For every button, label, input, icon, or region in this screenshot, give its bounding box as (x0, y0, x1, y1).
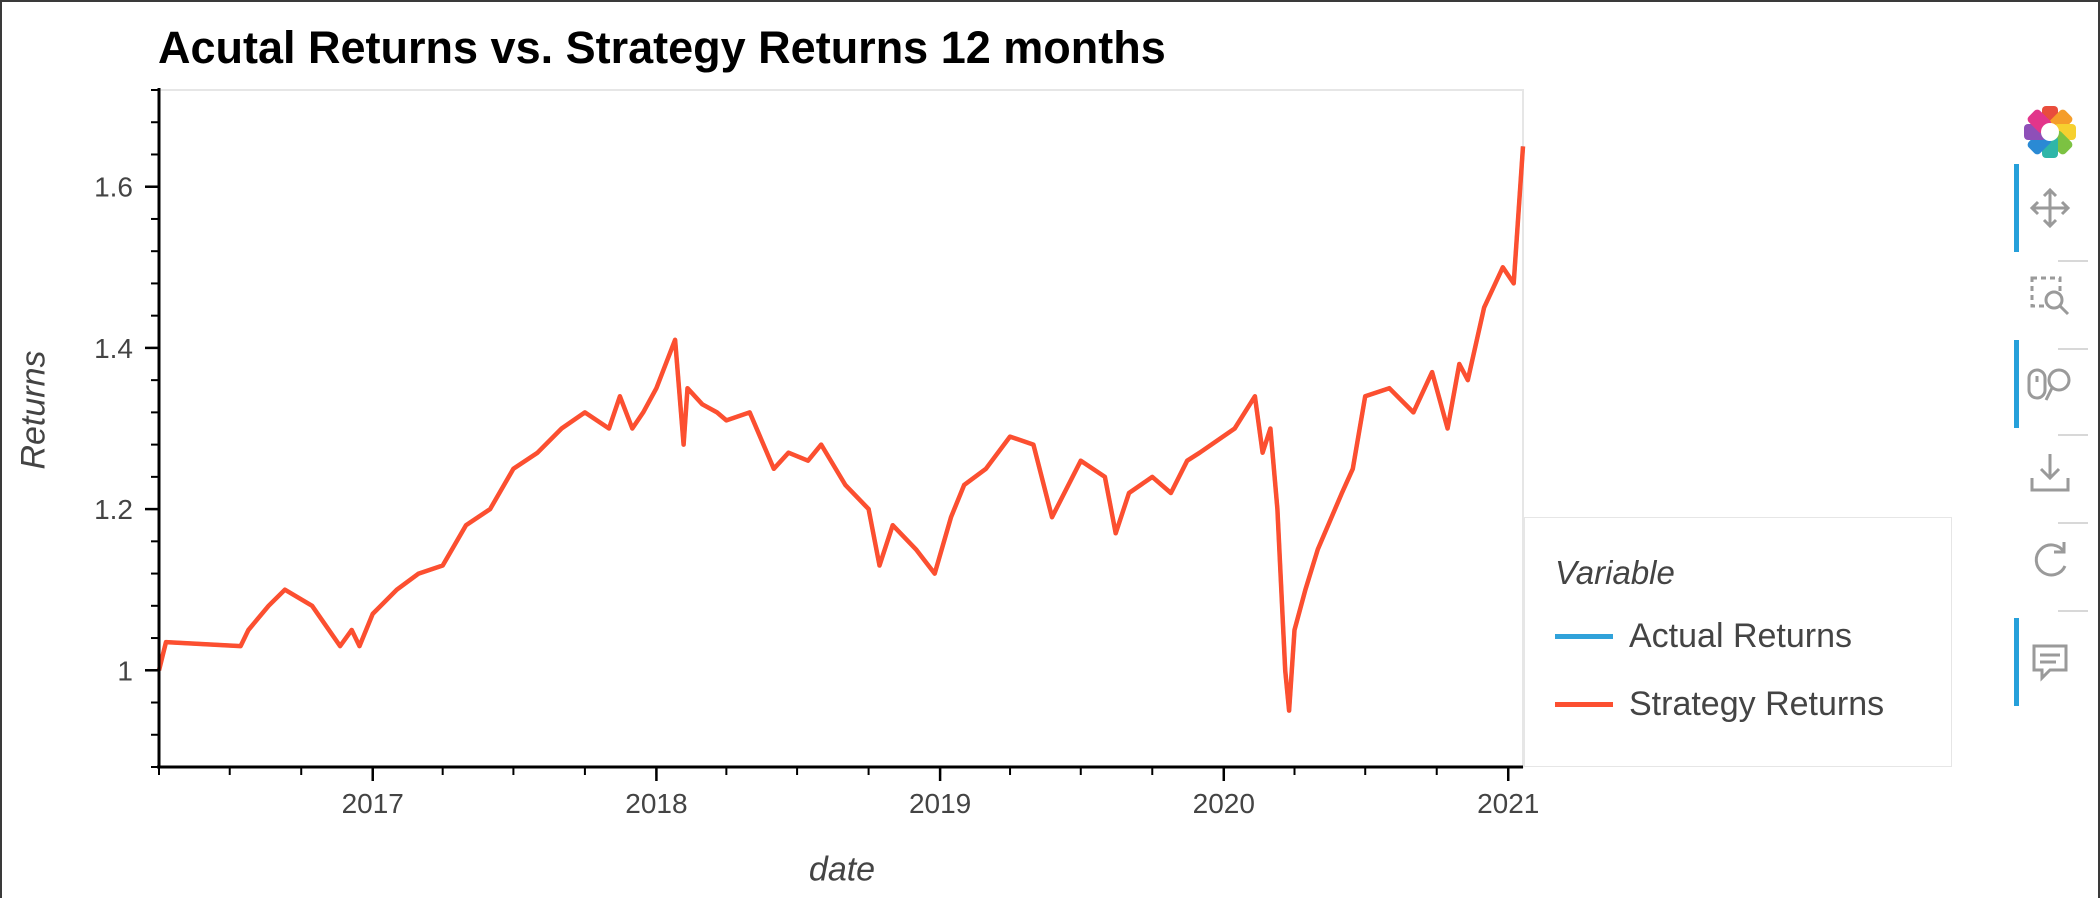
legend-item-actual-returns[interactable]: Actual Returns (1555, 616, 1852, 656)
pan-tool-button[interactable] (2010, 164, 2090, 252)
box-zoom-icon (2030, 276, 2070, 316)
plot-toolbar (2010, 88, 2090, 728)
plot-area-frame (158, 89, 1524, 768)
box-zoom-tool-button[interactable] (2010, 252, 2090, 340)
legend-swatch-actual-returns (1555, 633, 1613, 639)
legend-item-strategy-returns[interactable]: Strategy Returns (1555, 684, 1884, 724)
x-tick-label: 2020 (1193, 788, 1255, 819)
legend: Variable Actual Returns Strategy Returns (1524, 517, 1952, 767)
x-tick-label: 2018 (625, 788, 687, 819)
active-indicator (2014, 340, 2019, 428)
save-icon (2030, 454, 2070, 492)
legend-label: Strategy Returns (1629, 684, 1885, 723)
save-tool-button[interactable] (2010, 428, 2090, 516)
toolbar-divider (2058, 348, 2088, 350)
series-line-actual-returns (157, 146, 1525, 713)
pan-icon (2029, 187, 2071, 229)
y-tick-label: 1.4 (94, 333, 133, 364)
hover-tool-button[interactable] (2010, 618, 2090, 706)
series-line-strategy-returns (156, 146, 1526, 713)
x-tick-label: 2021 (1477, 788, 1539, 819)
y-tick-label: 1 (117, 655, 133, 686)
x-tick-label: 2017 (342, 788, 404, 819)
y-axis-label: Returns (14, 350, 53, 470)
legend-swatch-strategy-returns (1555, 701, 1613, 707)
toolbar-divider (2058, 610, 2088, 612)
wheel-zoom-icon (2027, 368, 2071, 401)
y-tick-label: 1.6 (94, 172, 133, 203)
toolbar-divider (2058, 260, 2088, 262)
legend-title: Variable (1555, 554, 1675, 591)
toolbar-divider (2058, 434, 2088, 436)
reset-icon (2034, 542, 2067, 577)
active-indicator (2014, 164, 2019, 252)
x-axis-label: date (808, 850, 876, 889)
hover-icon (2032, 644, 2068, 682)
wheel-zoom-tool-button[interactable] (2010, 340, 2090, 428)
legend-label: Actual Returns (1629, 616, 1852, 655)
reset-tool-button[interactable] (2010, 516, 2090, 604)
active-indicator (2014, 618, 2019, 706)
x-tick-label: 2019 (909, 788, 971, 819)
y-tick-label: 1.2 (94, 494, 133, 525)
chart-title: Acutal Returns vs. Strategy Returns 12 m… (158, 22, 1166, 73)
toolbar-divider (2058, 522, 2088, 524)
bokeh-logo-icon[interactable] (2010, 88, 2090, 176)
